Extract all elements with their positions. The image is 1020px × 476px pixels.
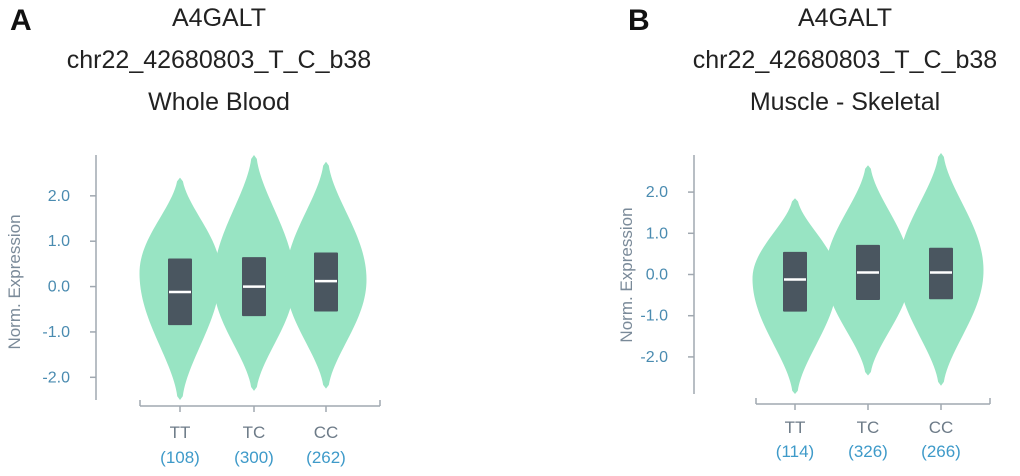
y-axis-label: Norm. Expression (617, 207, 636, 342)
y-tick-label: -1.0 (640, 308, 668, 325)
y-tick-label: -1.0 (42, 324, 70, 341)
chart-title-variant: chr22_42680803_T_C_b38 (670, 46, 1020, 75)
x-category-label: TC (243, 423, 266, 442)
sample-count-label: (300) (234, 448, 274, 467)
y-axis-label: Norm. Expression (5, 214, 24, 349)
chart-title-variant: chr22_42680803_T_C_b38 (66, 46, 372, 74)
title-variant-text: chr22_42680803_T_C_b38 (692, 46, 998, 74)
iqr-box (783, 251, 807, 312)
violin-TT (752, 198, 838, 394)
y-tick-label: 1.0 (646, 225, 668, 242)
chart-title-gene: A4GALT (171, 4, 267, 32)
y-tick-label: 0.0 (48, 279, 70, 296)
y-tick-label: 1.0 (48, 233, 70, 250)
x-category-label: TT (785, 418, 806, 437)
y-tick-label: 2.0 (646, 184, 668, 201)
sample-count-label: (266) (921, 442, 961, 461)
violin-CC (898, 152, 984, 386)
violin-TC (213, 155, 295, 391)
x-category-label: TT (170, 423, 191, 442)
violin-CC (285, 161, 367, 389)
sample-count-label: (326) (848, 442, 888, 461)
x-category-label: CC (314, 423, 339, 442)
sample-count-label: (108) (160, 448, 200, 467)
y-tick-label: 2.0 (48, 188, 70, 205)
panel-label-b: B (628, 4, 650, 37)
y-tick-label: 0.0 (646, 267, 668, 284)
x-category-label: TC (857, 418, 880, 437)
panel-a: 2.0 1.0 0.0 -1.0 -2.0 Norm. Expression TT (108)… (5, 4, 381, 467)
sample-count-label: (114) (776, 442, 814, 461)
title-tissue-text: Muscle - Skeletal (749, 88, 941, 116)
y-axis: 2.0 1.0 0.0 -1.0 -2.0 (42, 155, 97, 400)
x-category-label: CC (929, 418, 954, 437)
sample-count-label: (262) (306, 448, 346, 467)
x-axis: TT (114) TC (326) CC (266) (755, 398, 991, 461)
chart-title-gene: A4GALT (670, 4, 1020, 33)
y-tick-label: -2.0 (42, 369, 70, 386)
panel-label-a: A (10, 4, 32, 37)
chart-title-tissue: Muscle - Skeletal (670, 88, 1020, 117)
panel-b: 2.0 1.0 0.0 -1.0 -2.0 Norm. Expression TT (114)… (510, 0, 1020, 476)
title-gene-text: A4GALT (797, 4, 893, 32)
x-axis: TT (108) TC (300) CC (262) (139, 400, 381, 467)
chart-title-tissue: Whole Blood (148, 88, 290, 116)
violin-chart-a: 2.0 1.0 0.0 -1.0 -2.0 Norm. Expression TT (108)… (5, 155, 381, 467)
violin-TC (825, 165, 911, 376)
violin-TT (139, 177, 221, 400)
y-tick-label: -2.0 (640, 349, 668, 366)
y-axis: 2.0 1.0 0.0 -1.0 -2.0 (640, 155, 695, 394)
